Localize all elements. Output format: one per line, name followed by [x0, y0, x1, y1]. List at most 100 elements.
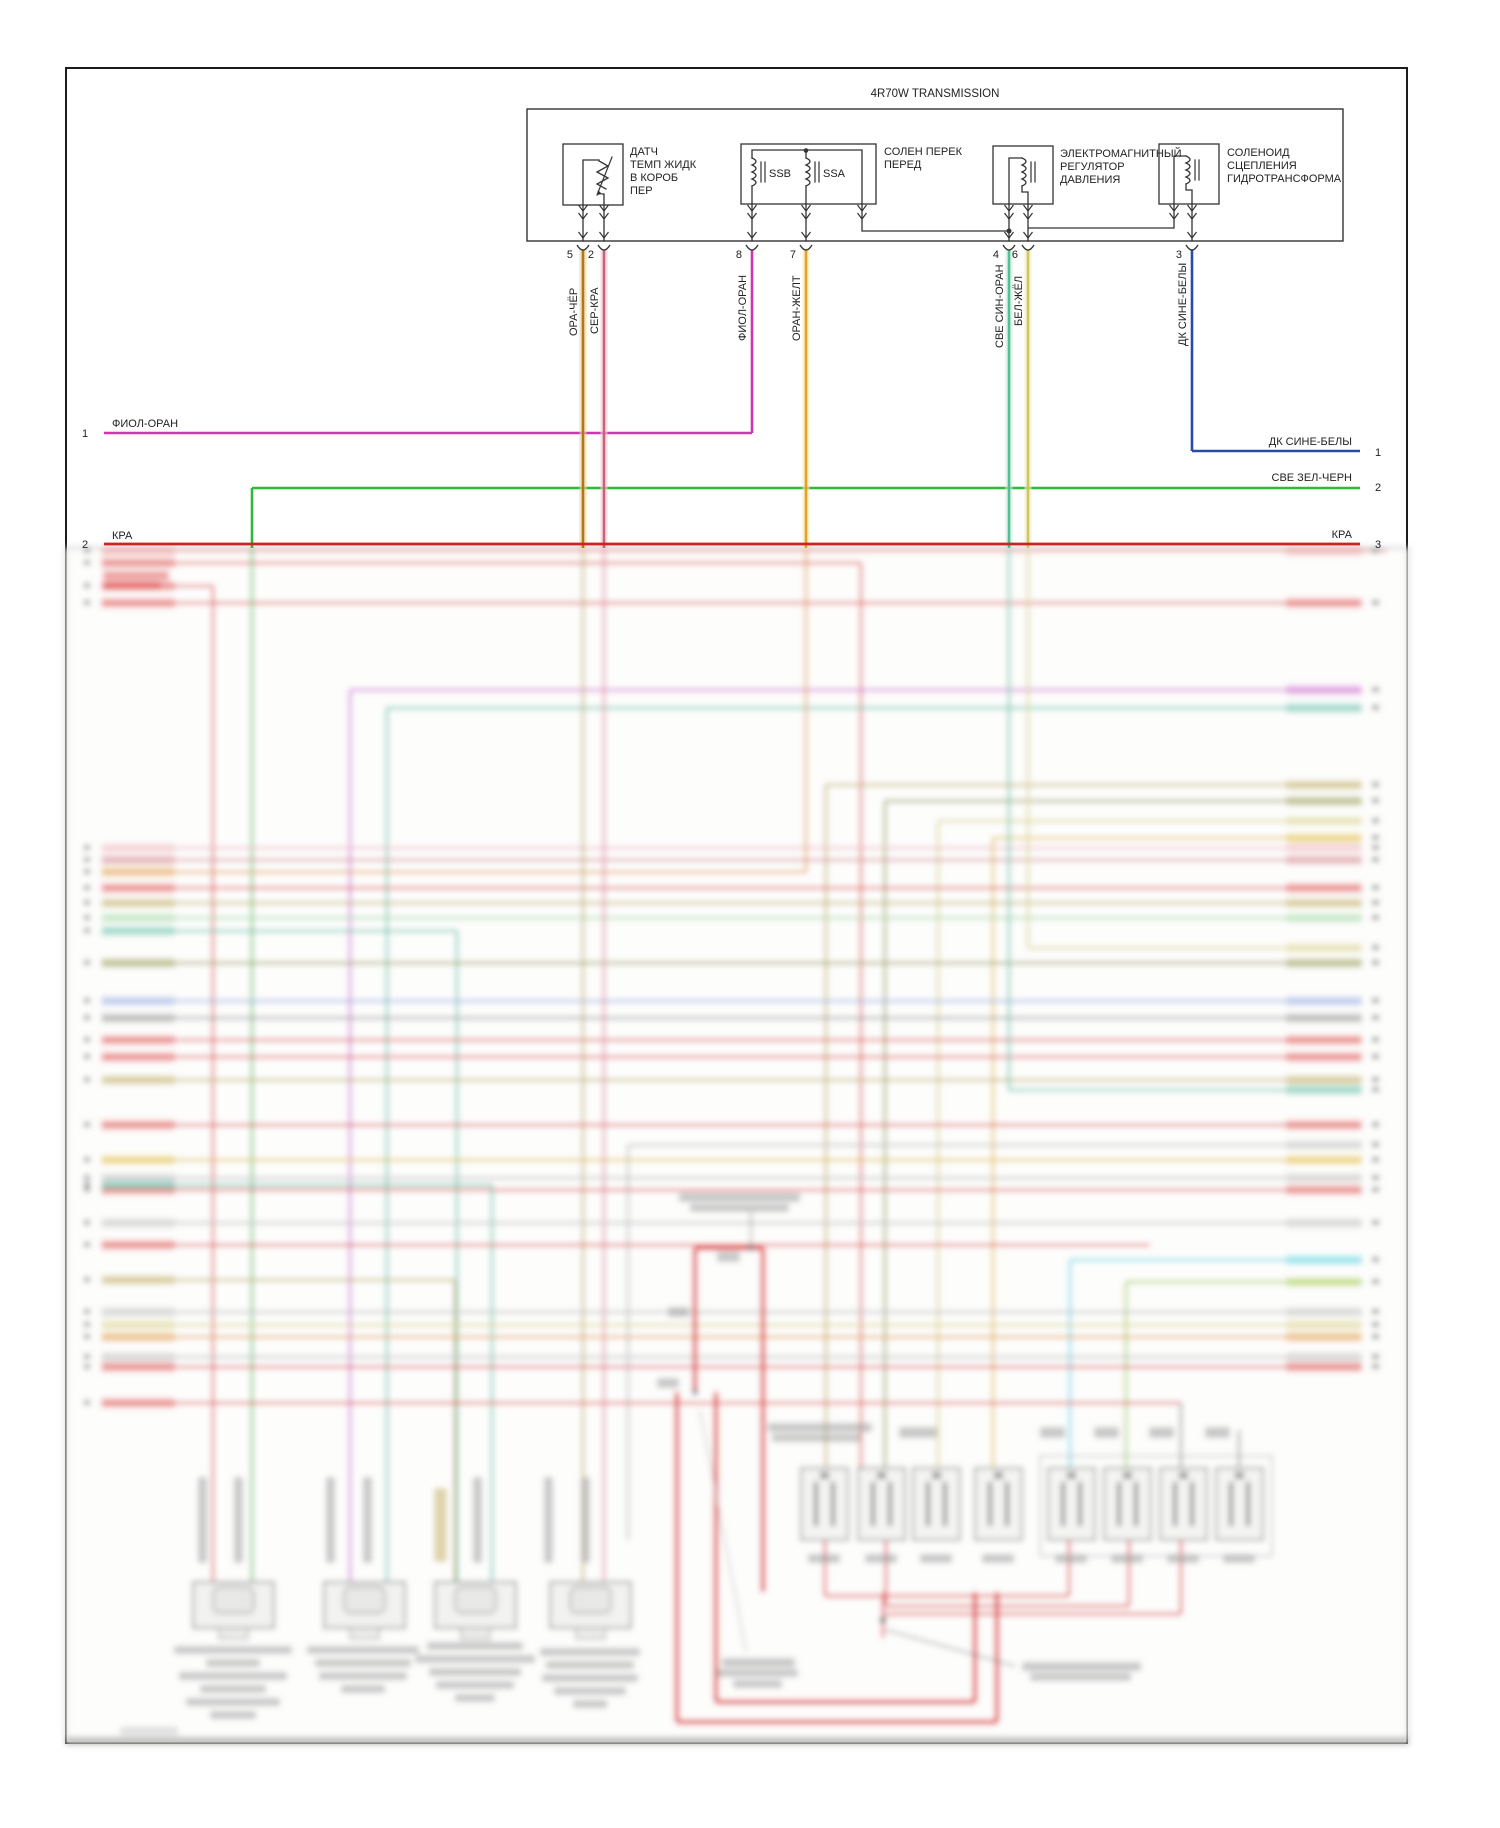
edge-tick [1372, 1077, 1379, 1082]
blurred-text-block [657, 1378, 679, 1388]
temp-sensor-label: ДАТЧ [630, 146, 658, 158]
edge-tick [1372, 1322, 1379, 1327]
arrow-icon [578, 204, 588, 212]
blurred-wire-label [1286, 996, 1362, 1006]
epc-label: ЭЛЕКТРОМАГНИТНЫЙ [1060, 147, 1182, 160]
blurred-wire-label [101, 855, 175, 865]
junction-dot [1006, 228, 1012, 234]
blurred-text-block [920, 1554, 952, 1563]
blurred-wire-label [1286, 1307, 1362, 1317]
blurred-wire-label [1286, 780, 1362, 790]
blurred-text-block [179, 1672, 287, 1680]
edge-tick [84, 600, 90, 605]
blurred-wire-label [1286, 1277, 1362, 1287]
edge-tick [84, 960, 90, 965]
blurred-wire-label [101, 1120, 175, 1130]
edge-tick [84, 548, 90, 553]
blurred-wire-label [101, 1075, 175, 1085]
blurred-text-block [234, 1477, 243, 1563]
blurred-text-block [103, 571, 169, 580]
edge-tick [1372, 1015, 1379, 1020]
svg-text:ПЕРЕД: ПЕРЕД [884, 159, 922, 171]
edge-tick [1372, 600, 1379, 605]
blurred-wire-label [101, 1013, 175, 1023]
arrow-icon [1187, 231, 1197, 239]
edge-tick [84, 1122, 90, 1127]
thermistor-arrow-icon [596, 156, 613, 196]
blurred-relay-box [1103, 1467, 1152, 1541]
pin-number: 6 [1012, 249, 1018, 261]
pin-drop-lines [582, 203, 1193, 242]
blurred-wire-label [101, 926, 175, 936]
edge-tick [1372, 945, 1379, 950]
edge-tick [1372, 835, 1379, 840]
connector-pin-icon [745, 244, 759, 251]
connector-pin-icon [597, 244, 611, 251]
arrow-icon [747, 204, 757, 212]
blurred-text-block [668, 1307, 689, 1317]
edge-tick [84, 1182, 90, 1187]
edge-tick [84, 857, 90, 862]
blurred-text-block [206, 1659, 260, 1667]
blurred-relay-box [912, 1467, 961, 1541]
transmission-title: 4R70W TRANSMISSION [871, 88, 1000, 100]
blurred-wire-label [1286, 1320, 1362, 1330]
blurred-wire-label [1286, 1332, 1362, 1342]
edge-tick [84, 1175, 90, 1180]
blurred-text-block [307, 1646, 419, 1654]
left-row-label: ФИОЛ-ОРАН [112, 418, 178, 430]
edge-tick [84, 915, 90, 920]
ssb-coil-icon [750, 157, 757, 187]
edge-tick [84, 1334, 90, 1339]
blurred-relay-box [1215, 1467, 1264, 1541]
blurred-lower-diagram-panel [65, 546, 1409, 1745]
blurred-text-block [363, 1477, 372, 1563]
blurred-wire-label [1286, 1155, 1362, 1165]
svg-text:ГИДРОТРАНСФОРМА: ГИДРОТРАНСФОРМА [1227, 173, 1342, 185]
blurred-wire-label [101, 898, 175, 908]
blurred-wire-label [1286, 816, 1362, 826]
blurred-text-block [768, 1423, 872, 1432]
junction-dot [803, 148, 809, 153]
blurred-wire-label [1286, 1013, 1362, 1023]
pin-number: 8 [736, 249, 742, 261]
edge-tick [1372, 1175, 1379, 1180]
blurred-text-block [546, 1661, 634, 1669]
blurred-wire-label [1286, 1120, 1362, 1130]
blurred-wire-label [101, 1352, 175, 1362]
blurred-text-block [808, 1554, 840, 1563]
edge-tick [84, 845, 90, 850]
blurred-text-block [1149, 1427, 1174, 1438]
blurred-text-block [315, 1659, 411, 1667]
pin-number: 4 [993, 249, 999, 261]
arrow-icon [1004, 231, 1014, 239]
arrow-icon [747, 231, 757, 239]
blurred-text-block [1040, 1427, 1065, 1438]
blurred-text-block [429, 1668, 521, 1676]
blurred-text-block [717, 1252, 740, 1262]
blurred-junction [692, 1389, 698, 1395]
wire-color-label: СЕР-КРА [589, 287, 601, 334]
blurred-text-block [733, 1680, 782, 1688]
edge-tick [84, 928, 90, 933]
blurred-wire-label [101, 1275, 175, 1285]
edge-tick [84, 885, 90, 890]
blurred-wire-label [1286, 1173, 1362, 1183]
arrow-icon [857, 212, 867, 220]
edge-tick [1372, 1364, 1379, 1369]
blurred-relay-box [800, 1467, 849, 1541]
blurred-text-block [210, 1711, 256, 1719]
blurred-text-block [544, 1477, 553, 1563]
edge-tick [84, 1400, 90, 1405]
ssa-label: SSA [823, 168, 846, 180]
blurred-relay-group-outline [1039, 1455, 1273, 1557]
transmission-outline [526, 108, 1344, 242]
edge-tick [1372, 1257, 1379, 1262]
ssa-core-icon [814, 161, 820, 183]
wire-color-label: ОРА-ЧЁР [568, 288, 580, 336]
blurred-text-block [1205, 1427, 1230, 1438]
arrow-icon [1004, 212, 1014, 220]
edge-tick [1372, 798, 1379, 803]
blurred-text-block [436, 1681, 514, 1689]
blurred-wire-label [101, 1240, 175, 1250]
